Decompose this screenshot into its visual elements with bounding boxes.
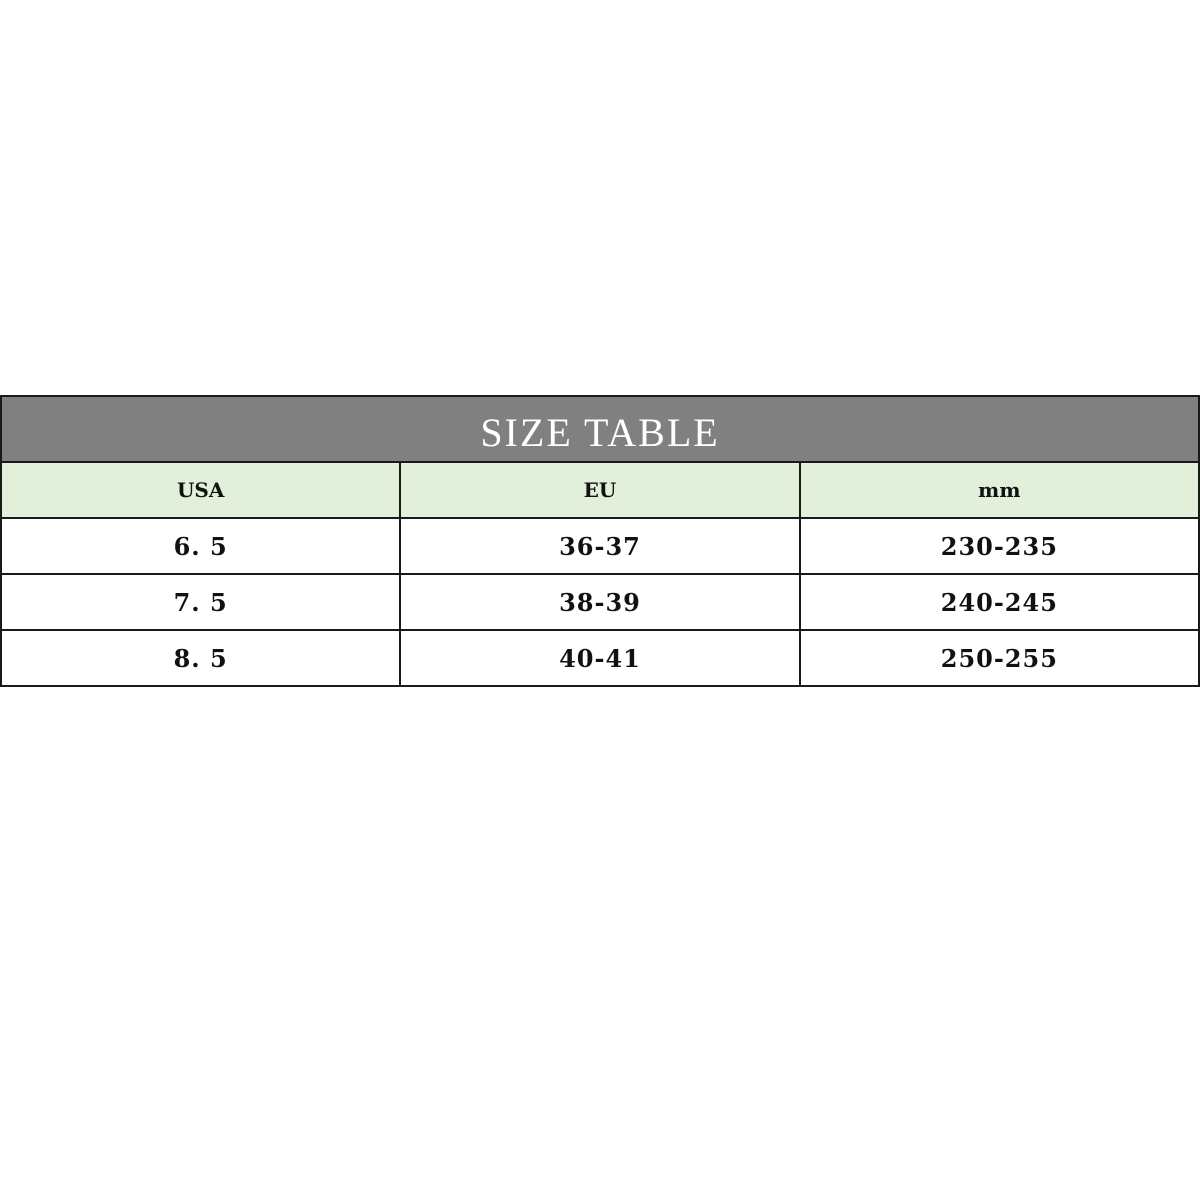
table-title: SIZE TABLE [0,395,1200,463]
cell-usa: 8. 5 [0,629,402,687]
cell-mm: 240-245 [798,573,1200,631]
header-mm: mm [798,461,1200,519]
table-row: 7. 5 38-39 240-245 [0,573,1200,631]
cell-eu: 38-39 [399,573,801,631]
title-row: SIZE TABLE [0,395,1200,463]
table-row: 8. 5 40-41 250-255 [0,629,1200,687]
header-eu: EU [399,461,801,519]
header-row: USA EU mm [0,461,1200,519]
table-row: 6. 5 36-37 230-235 [0,517,1200,575]
cell-usa: 7. 5 [0,573,402,631]
cell-eu: 36-37 [399,517,801,575]
cell-mm: 230-235 [798,517,1200,575]
cell-usa: 6. 5 [0,517,402,575]
header-usa: USA [0,461,402,519]
cell-eu: 40-41 [399,629,801,687]
size-table: SIZE TABLE USA EU mm 6. 5 36-37 230-235 … [0,395,1200,687]
cell-mm: 250-255 [798,629,1200,687]
